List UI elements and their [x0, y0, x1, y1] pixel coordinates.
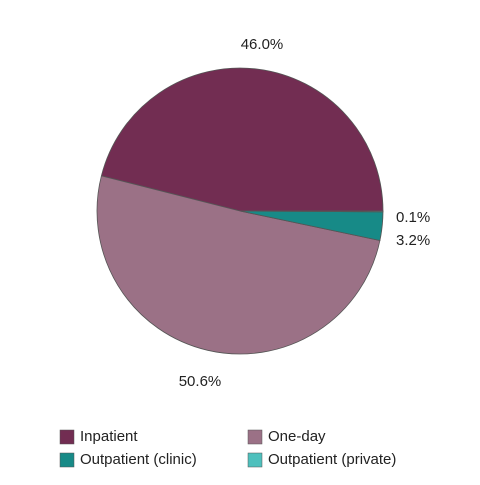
legend-label: Outpatient (clinic) [80, 451, 197, 468]
legend-label: One-day [268, 428, 326, 445]
legend-swatch [247, 452, 263, 468]
pie-slice [239, 210, 384, 213]
legend-swatch [59, 429, 75, 445]
legend-swatch [247, 429, 263, 445]
legend-label: Inpatient [80, 428, 138, 445]
data-label: 46.0% [241, 36, 284, 53]
data-label: 0.1% [396, 209, 430, 226]
pie-slice [100, 67, 384, 212]
pie-slice [96, 175, 381, 355]
data-label: 3.2% [396, 232, 430, 249]
legend-swatch [59, 452, 75, 468]
data-label: 50.6% [179, 373, 222, 390]
legend-label: Outpatient (private) [268, 451, 396, 468]
